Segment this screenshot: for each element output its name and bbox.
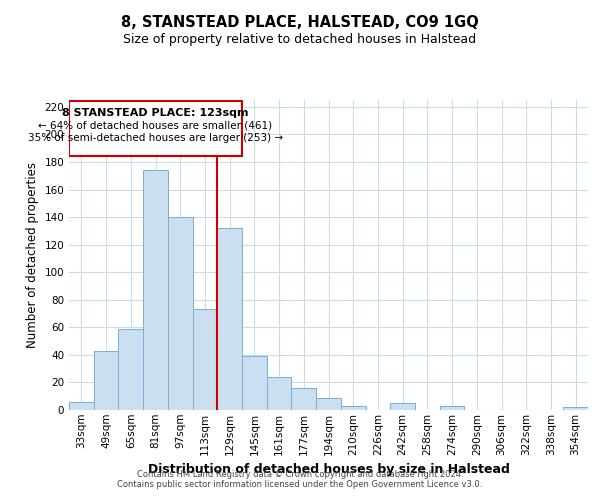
Text: 8, STANSTEAD PLACE, HALSTEAD, CO9 1GQ: 8, STANSTEAD PLACE, HALSTEAD, CO9 1GQ [121, 15, 479, 30]
FancyBboxPatch shape [70, 102, 242, 156]
Text: Contains public sector information licensed under the Open Government Licence v3: Contains public sector information licen… [118, 480, 482, 489]
Bar [563, 407, 588, 410]
Text: Size of property relative to detached houses in Halstead: Size of property relative to detached ho… [124, 32, 476, 46]
Text: ← 64% of detached houses are smaller (461): ← 64% of detached houses are smaller (46… [38, 120, 272, 130]
Bar [193, 310, 217, 410]
Bar [316, 398, 341, 410]
Bar [143, 170, 168, 410]
Bar [267, 377, 292, 410]
Bar [292, 388, 316, 410]
Bar [69, 402, 94, 410]
Bar [94, 351, 118, 410]
Text: 35% of semi-detached houses are larger (253) →: 35% of semi-detached houses are larger (… [28, 133, 283, 143]
Bar [440, 406, 464, 410]
Bar [390, 403, 415, 410]
Bar [341, 406, 365, 410]
Text: 8 STANSTEAD PLACE: 123sqm: 8 STANSTEAD PLACE: 123sqm [62, 108, 249, 118]
Text: Contains HM Land Registry data © Crown copyright and database right 2024.: Contains HM Land Registry data © Crown c… [137, 470, 463, 479]
Bar [118, 328, 143, 410]
Bar [217, 228, 242, 410]
X-axis label: Distribution of detached houses by size in Halstead: Distribution of detached houses by size … [148, 463, 509, 476]
Y-axis label: Number of detached properties: Number of detached properties [26, 162, 39, 348]
Bar [168, 217, 193, 410]
Bar [242, 356, 267, 410]
